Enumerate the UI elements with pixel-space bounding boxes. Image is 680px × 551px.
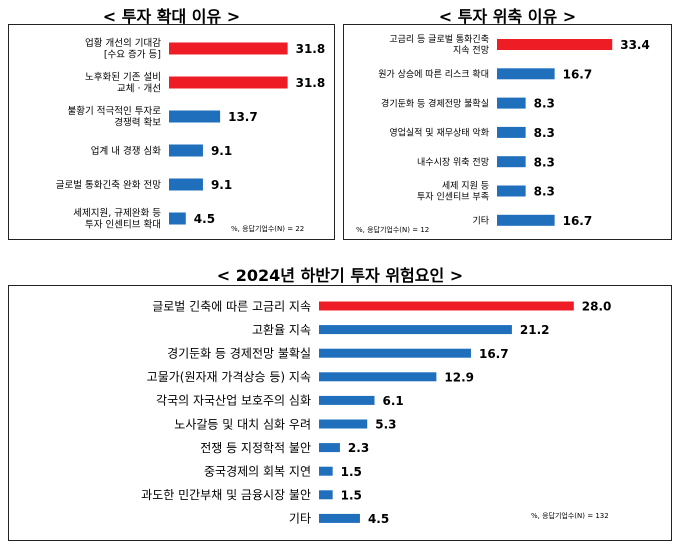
category-label: 노사갈등 및 대치 심화 우려 [174, 417, 311, 431]
chart2-title: < 투자 위축 이유 > [438, 7, 577, 26]
category-label: 노후화된 기존 설비 교체 · 개선 [85, 71, 161, 95]
category-label: 중국경제의 회복 지연 [204, 465, 311, 479]
sample-note: %, 응답기업수(N) = 12 [356, 225, 429, 234]
category-label: 업계 내 경쟁 심화 [91, 145, 161, 157]
category-label: 원가 상승에 따른 리스크 확대 [378, 68, 489, 80]
category-label: 각국의 자국산업 보호주의 심화 [156, 394, 311, 408]
bar [319, 372, 437, 382]
bar [169, 212, 186, 225]
data-label: 33.4 [620, 38, 650, 52]
data-label: 8.3 [534, 185, 555, 199]
bar [497, 68, 555, 80]
chart1-title: < 투자 확대 이유 > [102, 7, 241, 26]
category-label: 경기둔화 등 경제전망 불확실 [167, 347, 311, 361]
bar [319, 301, 574, 311]
bar [497, 39, 613, 50]
bar [497, 97, 526, 109]
data-label: 8.3 [534, 155, 555, 169]
category-label: 고환율 지속 [252, 323, 311, 337]
bar [319, 395, 375, 405]
bar [319, 443, 340, 453]
chart2-panel: 고금리 등 글로벌 통화긴축 지속 전망 33.4 원가 상승에 따른 리스크 확대 1… [343, 24, 672, 240]
category-label: 글로벌 통화긴축 완화 전망 [56, 180, 161, 191]
chart1-svg: 업황 개선의 기대감 [수요 증가 등] 31.8 노후화된 기존 설비 교체 · 개선… [56, 37, 326, 233]
category-label: 세제지원, 규제완화 등 투자 인센티브 확대 [73, 208, 161, 231]
category-label: 경기둔화 등 경제전망 불확실 [381, 97, 489, 109]
bar [319, 490, 333, 500]
data-label: 16.7 [563, 67, 593, 81]
category-label: 과도한 민간부채 및 금융시장 불안 [141, 488, 311, 502]
data-label: 4.5 [368, 512, 389, 526]
bar [169, 178, 203, 191]
data-label: 1.5 [341, 465, 362, 479]
chart2-svg: 고금리 등 글로벌 통화긴축 지속 전망 33.4 원가 상승에 따른 리스크 확대 1… [356, 34, 650, 234]
data-label: 28.0 [582, 300, 612, 314]
bar [319, 419, 368, 429]
category-label: 영업실적 및 재무상태 악화 [389, 127, 489, 139]
chart3-title: < 2024년 하반기 투자 위험요인 > [216, 266, 464, 285]
chart3-svg: 글로벌 긴축에 따른 고금리 지속 28.0 고환율 지속 21.2 경기둔화 등 경제… [141, 299, 612, 526]
category-label: 내수시장 위축 전망 [417, 157, 489, 168]
data-label: 2.3 [348, 441, 369, 455]
category-label: 기타 [472, 216, 489, 227]
bar [497, 156, 526, 168]
bar [319, 466, 333, 476]
bar [169, 76, 288, 89]
data-label: 12.9 [444, 370, 474, 384]
category-label: 불황기 적극적인 투자로 경쟁력 확보 [68, 105, 162, 129]
chart3-panel: 글로벌 긴축에 따른 고금리 지속 28.0 고환율 지속 21.2 경기둔화 등 경제… [8, 285, 672, 541]
category-label: 글로벌 긴축에 따른 고금리 지속 [152, 299, 311, 313]
data-label: 31.8 [296, 42, 326, 56]
category-label: 고금리 등 글로벌 통화긴축 지속 전망 [389, 34, 489, 56]
category-label: 고물가(원자재 가격상승 등) 지속 [147, 370, 311, 384]
data-label: 9.1 [211, 144, 232, 158]
bar [169, 42, 288, 55]
bar [319, 325, 512, 335]
bar [497, 185, 526, 197]
category-label: 업황 개선의 기대감 [수요 증가 등] [85, 37, 161, 61]
category-label: 세제 지원 등 투자 인센티브 부족 [417, 181, 489, 203]
sample-note: %, 응답기업수(N) = 132 [531, 511, 609, 520]
data-label: 5.3 [375, 418, 396, 432]
bar [169, 144, 203, 157]
data-label: 21.2 [520, 323, 550, 337]
category-label: 전쟁 등 지정학적 불안 [200, 441, 311, 455]
data-label: 6.1 [383, 394, 404, 408]
data-label: 31.8 [296, 76, 326, 90]
data-label: 8.3 [534, 126, 555, 140]
bar [319, 513, 360, 523]
data-label: 8.3 [534, 97, 555, 111]
sample-note: %, 응답기업수(N) = 22 [231, 224, 304, 233]
data-label: 4.5 [194, 212, 215, 226]
bar [497, 214, 555, 226]
bar [169, 110, 221, 123]
data-label: 16.7 [563, 214, 593, 228]
chart1-panel: 업황 개선의 기대감 [수요 증가 등] 31.8 노후화된 기존 설비 교체 · 개선… [8, 24, 335, 240]
data-label: 1.5 [341, 488, 362, 502]
data-label: 13.7 [228, 110, 258, 124]
bar [497, 126, 526, 138]
data-label: 16.7 [479, 347, 509, 361]
category-label: 기타 [289, 512, 311, 526]
bar [319, 348, 471, 358]
data-label: 9.1 [211, 178, 232, 192]
